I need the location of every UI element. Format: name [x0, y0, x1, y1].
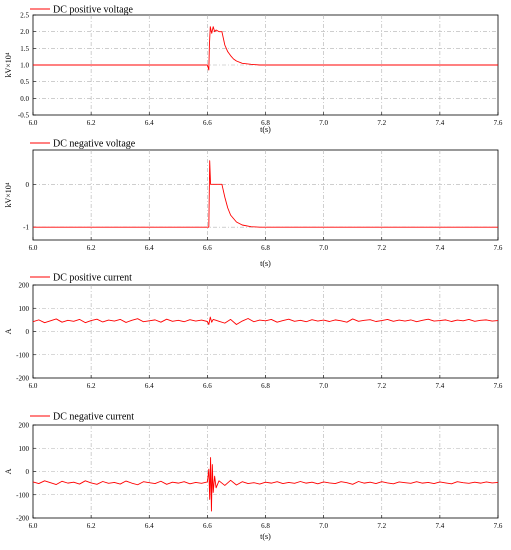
y-axis-label: kV×10⁴ — [4, 182, 13, 207]
y-tick-label: -1 — [23, 224, 29, 232]
x-tick-label: 6.2 — [87, 522, 96, 530]
x-tick-label: 6.4 — [145, 382, 154, 390]
x-tick-label: 7.0 — [319, 119, 328, 127]
legend-label: DC negative voltage — [53, 139, 136, 150]
x-tick-label: 7.4 — [436, 119, 445, 127]
y-axis-label: kV×10⁴ — [4, 52, 13, 77]
chart-4: 6.0 6.2 6.4 6.6 6.8 7.0 7.2 7.4 7.6 -200 -100 0 100 2… — [4, 412, 503, 542]
y-tick-label: 100 — [19, 445, 30, 453]
x-tick-label: 6.4 — [145, 244, 154, 252]
chart-2: 6.0 6.2 6.4 6.6 6.8 7.0 7.2 7.4 7.6 -1 0 t(s) kV×10⁴… — [4, 139, 503, 269]
x-tick-label: 6.6 — [203, 382, 212, 390]
y-tick-label: 0 — [26, 328, 30, 336]
x-tick-label: 6.0 — [29, 522, 38, 530]
x-tick-label: 7.2 — [377, 382, 386, 390]
y-tick-label: 0.0 — [20, 95, 29, 103]
x-tick-label: 7.6 — [494, 522, 503, 530]
x-tick-label: 6.0 — [29, 382, 38, 390]
x-tick-label: 6.0 — [29, 119, 38, 127]
y-tick-label: 200 — [19, 422, 30, 430]
grid — [33, 425, 498, 518]
x-tick-label: 7.2 — [377, 522, 386, 530]
y-tick-label: 1.5 — [20, 45, 29, 53]
x-tick-label: 7.0 — [319, 522, 328, 530]
x-tick-label: 6.4 — [145, 522, 154, 530]
series-line — [33, 26, 498, 71]
y-tick-label: 0 — [26, 181, 30, 189]
y-tick-label: 200 — [19, 282, 30, 290]
x-tick-label: 6.8 — [261, 382, 270, 390]
x-tick-label: 7.0 — [319, 244, 328, 252]
y-tick-label: 0 — [26, 468, 30, 476]
series-line — [33, 160, 498, 228]
x-tick-label: 7.6 — [494, 382, 503, 390]
x-tick-label: 7.2 — [377, 244, 386, 252]
legend-label: DC positive voltage — [53, 5, 134, 16]
y-tick-label: 1.0 — [20, 62, 29, 70]
y-tick-label: -0.5 — [18, 112, 30, 120]
y-axis-label: A — [4, 468, 13, 474]
x-tick-label: 6.6 — [203, 522, 212, 530]
grid — [33, 285, 498, 378]
x-tick-label: 6.4 — [145, 119, 154, 127]
x-tick-label: 6.8 — [261, 244, 270, 252]
y-tick-label: -200 — [16, 515, 29, 523]
x-tick-label: 6.8 — [261, 119, 270, 127]
y-axis-label: A — [4, 328, 13, 334]
y-tick-label: 2.5 — [20, 12, 29, 20]
x-tick-label: 7.6 — [494, 119, 503, 127]
x-tick-label: 6.2 — [87, 244, 96, 252]
y-tick-label: 2.0 — [20, 28, 29, 36]
chart-3: 6.0 6.2 6.4 6.6 6.8 7.0 7.2 7.4 7.6 -200 -100 0 100 2… — [4, 273, 503, 391]
x-tick-label: 7.4 — [436, 382, 445, 390]
x-tick-label: 7.2 — [377, 119, 386, 127]
x-axis-label: t(s) — [260, 259, 271, 268]
y-tick-label: -200 — [16, 375, 29, 383]
legend-label: DC negative current — [53, 412, 134, 423]
x-tick-label: 7.0 — [319, 382, 328, 390]
x-tick-label: 6.8 — [261, 522, 270, 530]
y-tick-label: 100 — [19, 305, 30, 313]
y-tick-label: 0.5 — [20, 78, 29, 86]
legend-label: DC positive current — [53, 273, 132, 284]
chart-1: 6.0 6.2 6.4 6.6 6.8 7.0 7.2 7.4 7.6 -0.5 0.0 0.5 1.0… — [4, 5, 503, 135]
x-tick-label: 6.6 — [203, 244, 212, 252]
x-tick-label: 7.6 — [494, 244, 503, 252]
x-tick-label: 6.2 — [87, 382, 96, 390]
x-tick-label: 6.6 — [203, 119, 212, 127]
series-line — [32, 316, 499, 325]
y-tick-label: -100 — [16, 491, 29, 499]
series-line — [32, 457, 499, 512]
x-axis-label: t(s) — [260, 532, 271, 541]
x-axis-label: t(s) — [260, 125, 271, 134]
x-tick-label: 6.0 — [29, 244, 38, 252]
y-tick-label: -100 — [16, 351, 29, 359]
x-tick-label: 7.4 — [436, 244, 445, 252]
x-tick-label: 6.2 — [87, 119, 96, 127]
x-tick-label: 7.4 — [436, 522, 445, 530]
